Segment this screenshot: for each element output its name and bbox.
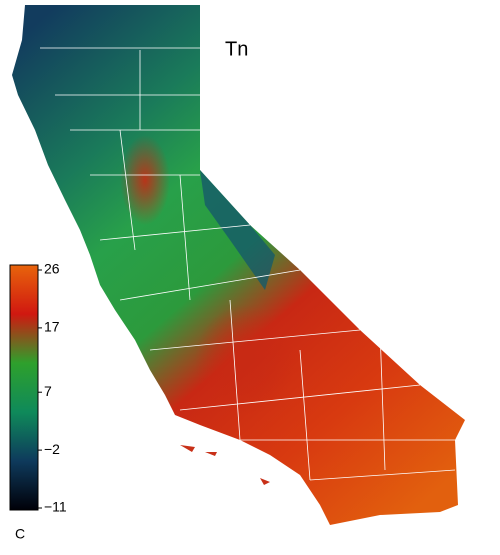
colorbar-tick-label: 17 <box>44 319 60 335</box>
colorbar-tick-label: −11 <box>44 499 67 515</box>
channel-islands <box>180 445 270 485</box>
state-map <box>12 5 465 525</box>
colorbar-ramp <box>9 264 39 511</box>
map-title: Tn <box>225 38 248 60</box>
colorbar-unit: C <box>15 526 25 542</box>
colorbar-tick-label: 26 <box>44 261 60 277</box>
valley-heat <box>195 305 295 415</box>
valley-heat <box>120 135 170 225</box>
colorbar-tick-label: 7 <box>44 383 52 399</box>
state-shape <box>12 5 465 525</box>
sierra-cool <box>200 170 275 290</box>
county-line <box>40 47 456 481</box>
colorbar-tick-label: −2 <box>44 441 60 457</box>
colorbar: 26 17 7 −2 −11 <box>9 261 67 515</box>
